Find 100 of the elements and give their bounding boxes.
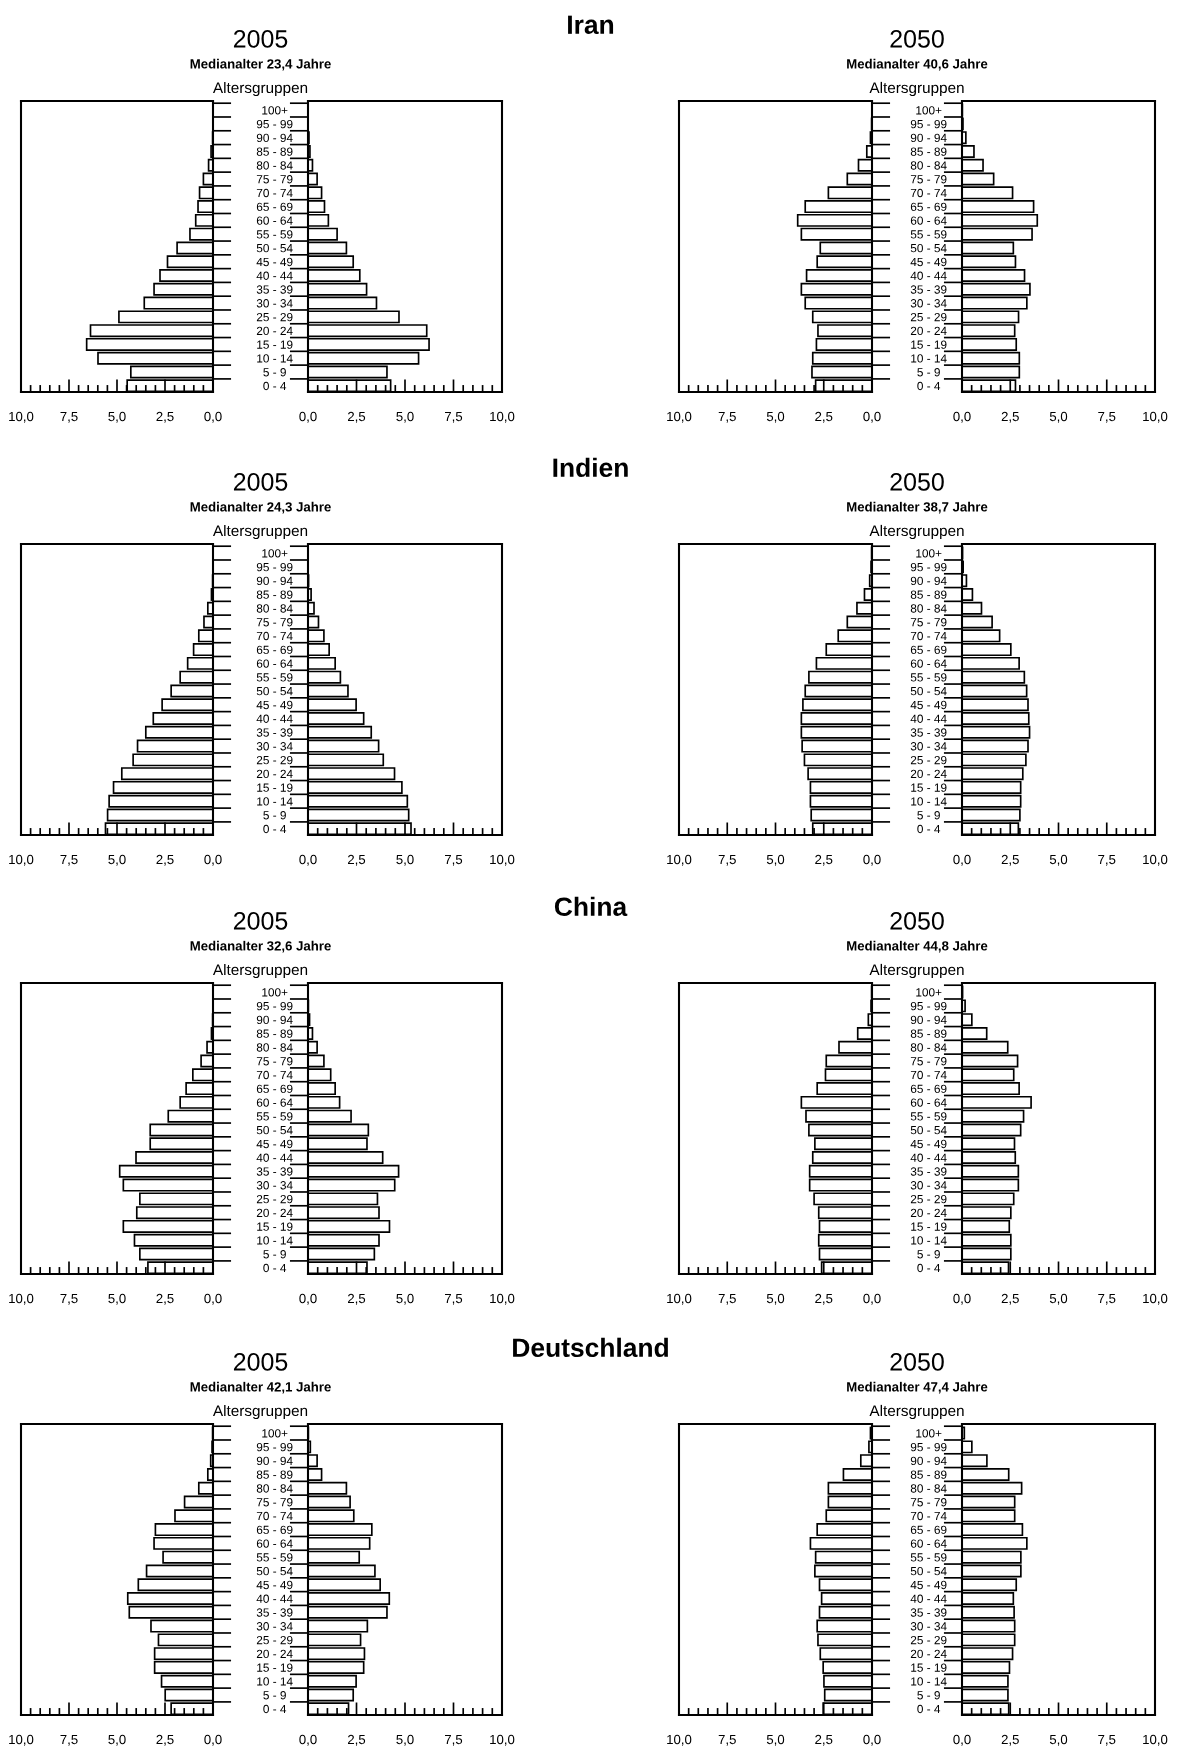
y-tick-label: 45 - 49 xyxy=(256,700,293,710)
y-tick-label: 55 - 59 xyxy=(256,673,293,682)
y-tick-label: 100+ xyxy=(916,106,942,115)
y-tick-label: 25 - 29 xyxy=(910,1194,947,1204)
y-axis-title: Altersgruppen xyxy=(212,963,308,979)
y-tick-label: 0 - 4 xyxy=(917,1263,941,1273)
chart-title: 2050 xyxy=(890,1353,944,1371)
y-tick-label: 90 - 94 xyxy=(910,1015,947,1025)
y-tick-label: 30 - 34 xyxy=(910,742,947,751)
x-tick-label: 10,0 xyxy=(9,411,34,423)
y-tick-label: 55 - 59 xyxy=(256,1112,293,1121)
y-tick-label: 70 - 74 xyxy=(256,631,293,641)
y-tick-label: 95 - 99 xyxy=(910,562,947,572)
y-tick-label: 35 - 39 xyxy=(256,285,293,294)
x-tick-label: 7,5 xyxy=(1098,1293,1116,1305)
text: Medianalter 38,7 Jahre xyxy=(847,501,988,514)
x-tick-label: 0,0 xyxy=(299,411,317,423)
x-tick-label: 2,5 xyxy=(347,1293,366,1305)
y-tick-label: 75 - 79 xyxy=(256,1057,293,1066)
y-tick-label: 65 - 69 xyxy=(256,645,293,654)
x-tick-label: 5,0 xyxy=(396,1293,414,1305)
y-tick-label: 90 - 94 xyxy=(910,1456,947,1466)
y-tick-label: 35 - 39 xyxy=(910,728,947,737)
y-tick-label: 0 - 4 xyxy=(263,1263,287,1273)
x-tick-label: 5,0 xyxy=(396,1734,414,1746)
x-tick-label: 10,0 xyxy=(490,854,515,866)
x-tick-label: 2,5 xyxy=(1001,411,1019,423)
text: Indien xyxy=(553,457,628,478)
x-tick-label: 10,0 xyxy=(667,411,692,423)
y-tick-label: 85 - 89 xyxy=(256,590,293,599)
text: Medianalter 42,1 Jahre xyxy=(190,1381,331,1394)
x-tick-label: 0,0 xyxy=(953,411,971,423)
y-tick-label: 25 - 29 xyxy=(256,1194,293,1204)
x-tick-label: 7,5 xyxy=(60,1734,78,1746)
y-tick-label: 15 - 19 xyxy=(911,1663,947,1672)
y-tick-label: 20 - 24 xyxy=(256,326,293,336)
y-tick-label: 20 - 24 xyxy=(256,769,293,779)
y-tick-label: 100+ xyxy=(916,1429,942,1438)
x-tick-label: 7,5 xyxy=(445,1734,463,1746)
y-tick-label: 35 - 39 xyxy=(910,285,947,294)
x-tick-label: 10,0 xyxy=(1143,411,1168,423)
y-tick-label: 85 - 89 xyxy=(256,1470,293,1479)
text: Deutschland xyxy=(513,1337,668,1358)
x-tick-label: 7,5 xyxy=(718,1293,736,1305)
y-tick-label: 40 - 44 xyxy=(256,1153,293,1162)
x-tick-label: 2,5 xyxy=(815,411,833,423)
x-tick-label: 2,5 xyxy=(156,854,174,866)
x-tick-label: 0,0 xyxy=(204,854,222,866)
x-tick-label: 7,5 xyxy=(1098,854,1116,866)
y-tick-label: 10 - 14 xyxy=(911,1677,947,1686)
y-tick-label: 40 - 44 xyxy=(910,271,947,280)
x-tick-label: 5,0 xyxy=(396,411,414,423)
y-tick-label: 85 - 89 xyxy=(256,147,293,156)
chart-title: 2005 xyxy=(233,473,288,491)
y-tick-label: 70 - 74 xyxy=(256,1511,293,1521)
x-tick-label: 0,0 xyxy=(863,1293,881,1305)
y-tick-label: 70 - 74 xyxy=(256,1070,293,1080)
y-tick-label: 60 - 64 xyxy=(910,1539,947,1548)
x-tick-label: 10,0 xyxy=(9,854,34,866)
y-tick-label: 85 - 89 xyxy=(910,590,947,599)
y-tick-label: 75 - 79 xyxy=(256,1498,293,1507)
y-axis-title: Altersgruppen xyxy=(212,524,308,540)
chart-title: 2050 xyxy=(890,912,944,930)
y-tick-label: 75 - 79 xyxy=(256,175,293,184)
y-tick-label: 0 - 4 xyxy=(917,1704,941,1714)
y-tick-label: 60 - 64 xyxy=(256,659,293,668)
y-tick-label: 40 - 44 xyxy=(256,714,293,723)
x-tick-label: 5,0 xyxy=(1049,854,1068,866)
y-tick-label: 0 - 4 xyxy=(263,381,287,391)
y-tick-label: 55 - 59 xyxy=(910,230,947,239)
x-tick-label: 0,0 xyxy=(953,1734,971,1746)
y-tick-label: 60 - 64 xyxy=(910,1098,947,1107)
y-tick-label: 20 - 24 xyxy=(910,769,947,779)
y-tick-label: 75 - 79 xyxy=(910,1498,947,1507)
y-tick-label: 100+ xyxy=(916,549,942,558)
y-tick-label: 100+ xyxy=(916,988,942,997)
y-tick-label: 50 - 54 xyxy=(256,243,293,253)
x-tick-label: 7,5 xyxy=(718,854,736,866)
y-tick-label: 50 - 54 xyxy=(910,686,947,696)
x-tick-label: 2,5 xyxy=(815,1293,833,1305)
y-tick-label: 95 - 99 xyxy=(910,1001,947,1011)
x-tick-label: 0,0 xyxy=(299,1293,317,1305)
y-tick-label: 65 - 69 xyxy=(256,1525,293,1534)
y-axis-title: Altersgruppen xyxy=(869,81,964,97)
y-tick-label: 50 - 54 xyxy=(910,243,947,253)
y-tick-label: 60 - 64 xyxy=(256,1098,293,1107)
y-tick-label: 5 - 9 xyxy=(917,1250,940,1259)
y-tick-label: 10 - 14 xyxy=(911,354,947,363)
x-tick-label: 10,0 xyxy=(1143,854,1168,866)
x-tick-label: 0,0 xyxy=(863,1734,881,1746)
y-axis-title: Altersgruppen xyxy=(869,524,964,540)
x-tick-label: 0,0 xyxy=(299,854,317,866)
x-tick-label: 10,0 xyxy=(667,1734,692,1746)
y-tick-label: 50 - 54 xyxy=(256,1566,293,1576)
y-tick-label: 40 - 44 xyxy=(910,1594,947,1603)
x-tick-label: 10,0 xyxy=(667,1293,692,1305)
y-tick-label: 60 - 64 xyxy=(910,216,947,225)
y-tick-label: 45 - 49 xyxy=(910,1580,947,1590)
y-tick-label: 65 - 69 xyxy=(256,1084,293,1093)
x-tick-label: 5,0 xyxy=(766,411,785,423)
